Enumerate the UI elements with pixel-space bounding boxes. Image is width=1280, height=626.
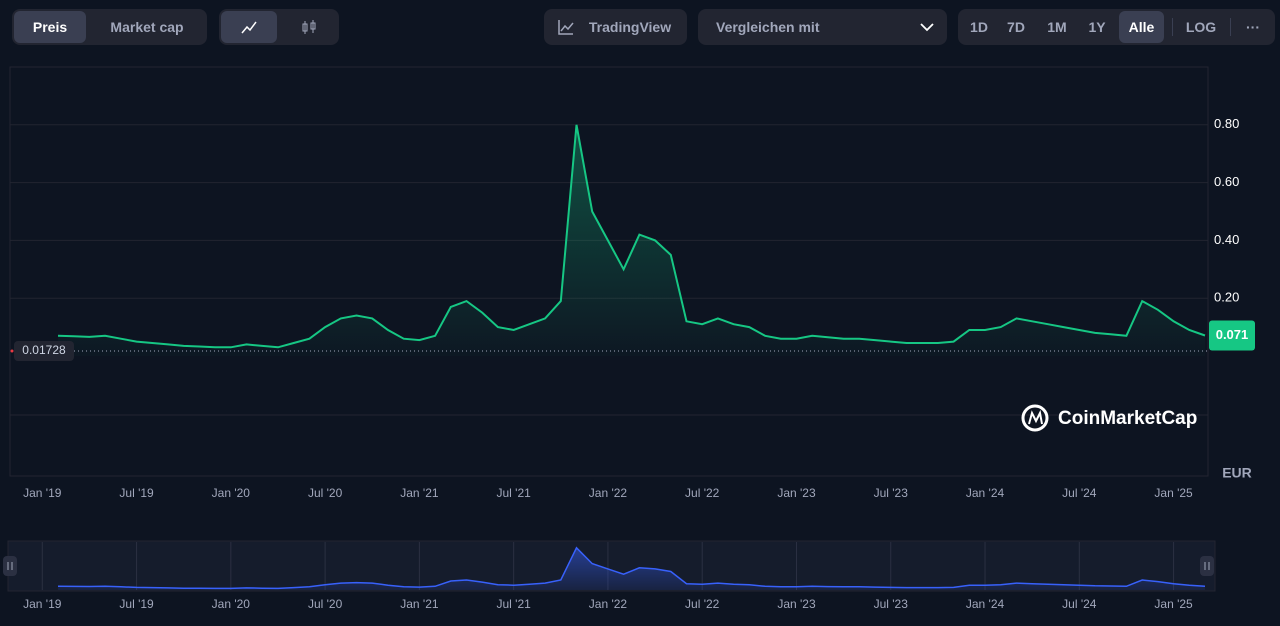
line-chart-button[interactable]: [221, 11, 277, 43]
navigator-x-tick-label: Jul '21: [497, 597, 532, 611]
navigator-x-tick-label: Jul '24: [1062, 597, 1097, 611]
x-tick-label: Jan '19: [23, 486, 62, 500]
navigator-x-tick-label: Jul '19: [119, 597, 154, 611]
currency-label: EUR: [1222, 465, 1252, 481]
watermark: CoinMarketCap: [1021, 404, 1197, 432]
price-toggle: Preis Market cap: [12, 9, 207, 45]
x-tick-label: Jul '24: [1062, 486, 1097, 500]
tv-icon: [558, 20, 574, 35]
navigator-x-tick-label: Jul '23: [874, 597, 909, 611]
navigator: [7, 540, 1216, 592]
x-tick-label: Jan '23: [777, 486, 816, 500]
x-tick-label: Jan '21: [400, 486, 439, 500]
navigator-x-tick-label: Jan '25: [1154, 597, 1193, 611]
x-tick-label: Jan '20: [212, 486, 251, 500]
navigator-x-tick-label: Jul '20: [308, 597, 343, 611]
watermark-text: CoinMarketCap: [1058, 408, 1197, 429]
navigator-handle[interactable]: [1200, 556, 1214, 576]
range-button[interactable]: Alle: [1119, 11, 1164, 43]
x-tick-label: Jul '22: [685, 486, 720, 500]
more-button[interactable]: ···: [1246, 19, 1260, 35]
navigator-x-tick-label: Jan '22: [589, 597, 628, 611]
plot-frame: [9, 66, 1209, 477]
chevron: [920, 23, 934, 32]
price-area: [58, 124, 1205, 356]
range-button[interactable]: 1M: [1047, 19, 1067, 35]
navigator-area: [58, 547, 1205, 590]
x-tick-label: Jul '23: [874, 486, 909, 500]
tradingview-button[interactable]: TradingView: [544, 9, 687, 45]
chart-type-toggle: [219, 9, 339, 45]
x-tick-label: Jul '19: [119, 486, 154, 500]
x-tick-label: Jul '20: [308, 486, 343, 500]
x-tick-label: Jan '25: [1154, 486, 1193, 500]
line-icon: [241, 21, 257, 34]
compare-dropdown[interactable]: Vergleichen mit: [698, 9, 947, 45]
compare-label: Vergleichen mit: [716, 19, 820, 35]
market-cap-button[interactable]: Market cap: [110, 19, 184, 35]
navigator-x-tick-label: Jan '21: [400, 597, 439, 611]
last-price-tag: [1209, 320, 1255, 351]
low-price-box: [14, 341, 74, 362]
range-button[interactable]: 7D: [1007, 19, 1025, 35]
price-line: [57, 124, 1206, 349]
candle-chart-button[interactable]: [281, 11, 337, 43]
navigator-x-tick-label: Jan '19: [23, 597, 62, 611]
navigator-x-tick-label: Jan '24: [966, 597, 1005, 611]
x-tick-label: Jul '21: [497, 486, 532, 500]
last-price-label: 0.071: [1216, 327, 1249, 342]
candle-icon: [302, 20, 316, 34]
log-button[interactable]: LOG: [1185, 19, 1217, 35]
low-price-label: 0.01728: [22, 343, 66, 357]
range-toggle: LOG ··· 1D 7D 1M 1Y Alle: [958, 9, 1275, 45]
navigator-x-tick-label: Jan '20: [212, 597, 251, 611]
price-button[interactable]: Preis: [14, 11, 86, 43]
tradingview-label: TradingView: [588, 19, 672, 35]
navigator-handle[interactable]: [3, 556, 17, 576]
x-tick-label: Jan '22: [589, 486, 628, 500]
y-tick-label: 0.20: [1214, 290, 1239, 305]
navigator-x-tick-label: Jan '23: [777, 597, 816, 611]
range-button[interactable]: 1D: [970, 19, 988, 35]
navigator-line: [57, 546, 1206, 590]
y-tick-label: 0.60: [1214, 174, 1239, 189]
navigator-x-tick-label: Jul '22: [685, 597, 720, 611]
y-tick-label: 0.40: [1214, 232, 1239, 247]
x-tick-label: Jan '24: [966, 486, 1005, 500]
range-button[interactable]: 1Y: [1088, 19, 1106, 35]
y-tick-label: 0.80: [1214, 116, 1239, 131]
divider: [1230, 18, 1231, 36]
divider: [1172, 18, 1173, 36]
low-price-dot: [10, 349, 14, 353]
